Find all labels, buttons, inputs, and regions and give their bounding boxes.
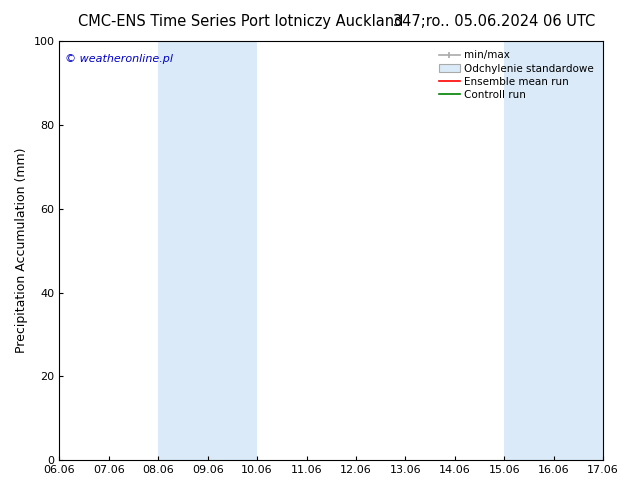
Text: © weatheronline.pl: © weatheronline.pl <box>65 53 173 64</box>
Legend: min/max, Odchylenie standardowe, Ensemble mean run, Controll run: min/max, Odchylenie standardowe, Ensembl… <box>435 46 598 104</box>
Text: CMC-ENS Time Series Port lotniczy Auckland: CMC-ENS Time Series Port lotniczy Auckla… <box>78 14 404 29</box>
Text: 347;ro.. 05.06.2024 06 UTC: 347;ro.. 05.06.2024 06 UTC <box>393 14 596 29</box>
Bar <box>504 41 603 460</box>
Y-axis label: Precipitation Accumulation (mm): Precipitation Accumulation (mm) <box>15 148 28 353</box>
Bar <box>158 41 257 460</box>
